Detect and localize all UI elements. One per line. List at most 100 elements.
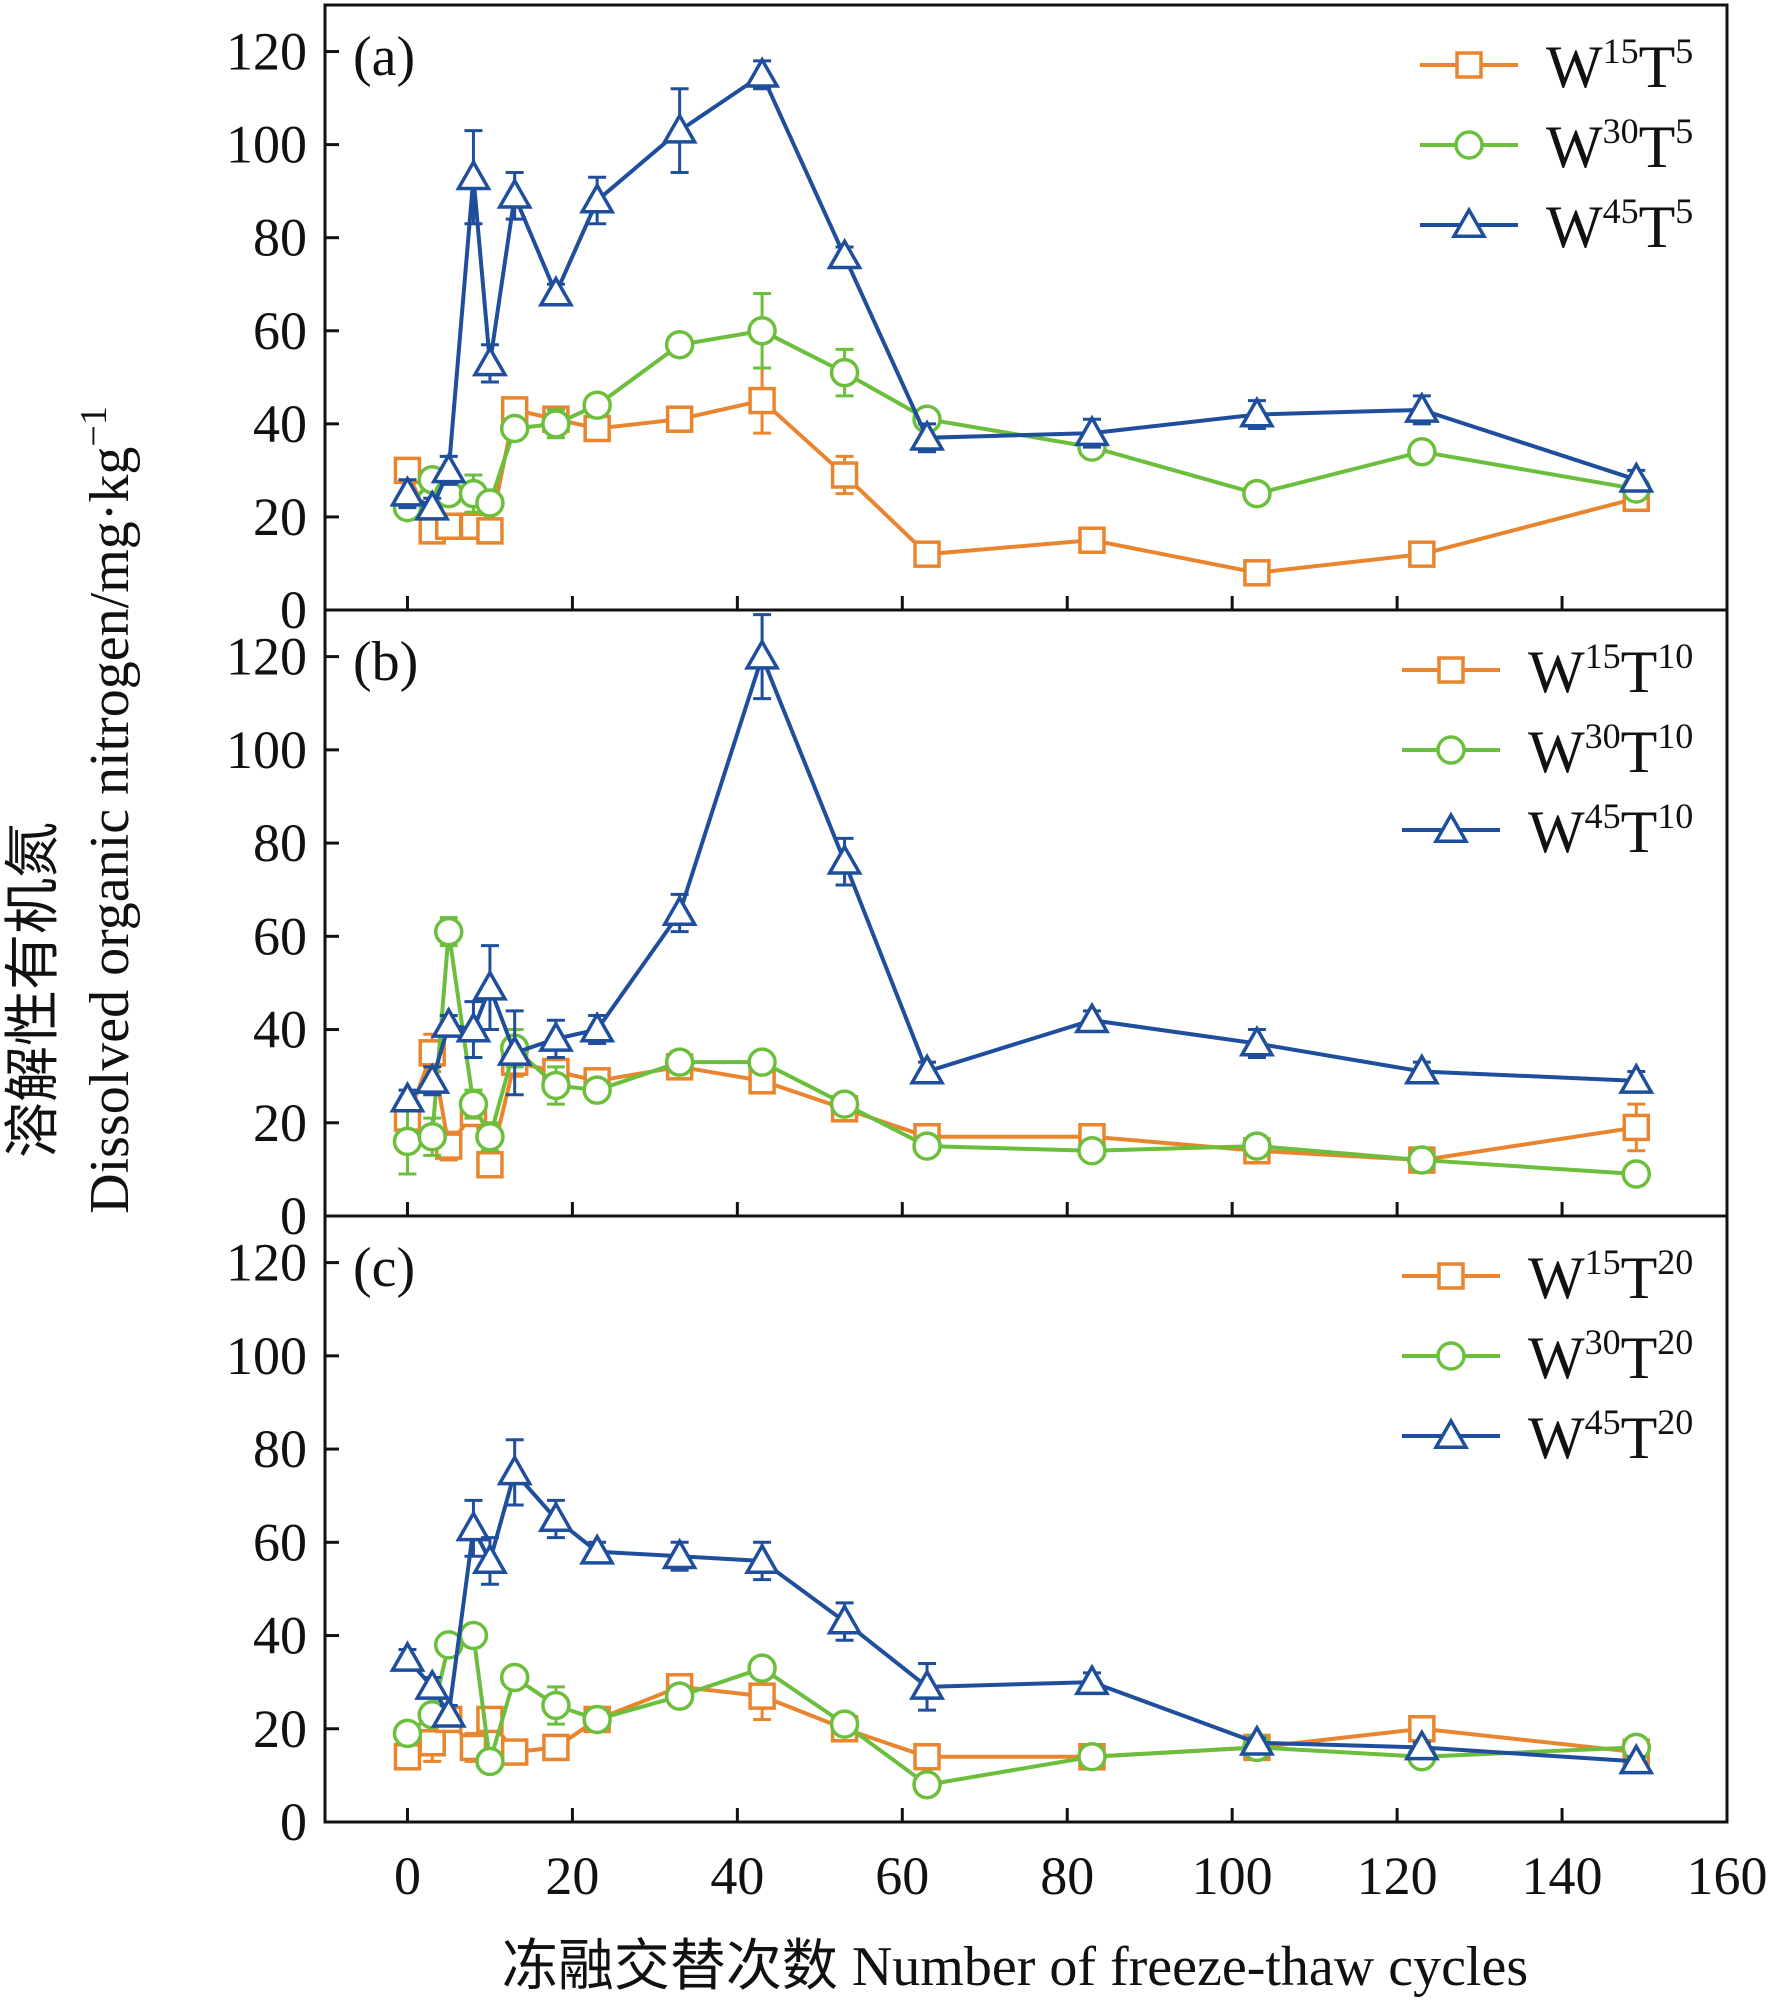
- series-45: [389, 1438, 1655, 1775]
- y-tick-label: 60: [253, 301, 307, 361]
- data-point-circle: [541, 1690, 571, 1721]
- data-point-triangle: [909, 1052, 946, 1085]
- data-point-circle: [582, 1075, 612, 1105]
- data-point-triangle: [909, 419, 946, 451]
- data-point-square: [500, 1738, 529, 1766]
- x-tick-label: 40: [710, 1846, 764, 1906]
- data-point-square: [542, 1733, 570, 1762]
- y-tick-label: 120: [226, 22, 307, 82]
- y-tick-label: 80: [253, 1419, 307, 1479]
- data-point-triangle: [1238, 396, 1275, 428]
- data-point-circle: [582, 1704, 612, 1735]
- data-point-triangle: [455, 1509, 492, 1542]
- data-point-triangle: [471, 344, 508, 377]
- data-point-circle: [582, 390, 612, 420]
- x-tick-label: 20: [545, 1846, 599, 1906]
- legend-superscript: 20: [1657, 1402, 1693, 1442]
- data-point-triangle: [1238, 1724, 1275, 1756]
- data-point-triangle: [496, 177, 533, 209]
- data-point-triangle: [661, 894, 698, 926]
- legend-superscript: 10: [1657, 636, 1693, 676]
- data-point-triangle: [744, 1542, 781, 1574]
- y-axis-title-en-main: Dissolved organic nitrogen/mg·kg: [79, 447, 141, 1214]
- data-point-triangle: [1238, 1024, 1275, 1057]
- series-30: [392, 916, 1652, 1189]
- data-point-square: [748, 1682, 776, 1710]
- y-tick-label: 40: [253, 1000, 307, 1060]
- legend-text-part: W: [1546, 114, 1603, 180]
- y-tick-label: 0: [280, 1186, 307, 1246]
- data-point-circle: [829, 1089, 860, 1119]
- y-tick-label: 120: [226, 1233, 307, 1293]
- data-point-circle: [1077, 1741, 1107, 1772]
- y-tick-label: 20: [253, 487, 307, 547]
- data-point-triangle: [430, 1696, 467, 1728]
- data-point-circle: [912, 1769, 942, 1800]
- legend-label: W45T20: [1528, 1402, 1693, 1471]
- data-point-circle: [664, 1681, 695, 1711]
- data-point-square: [665, 405, 694, 433]
- panel-frame: [323, 3, 1729, 612]
- data-point-circle: [475, 488, 505, 518]
- y-tick-label: 100: [226, 720, 307, 780]
- y-tick-label: 20: [253, 1699, 307, 1759]
- panel-2: 0 20 40 60 80 100 120 0 20 40 60 80 100 120 140 160 (c) W…: [226, 1214, 1768, 1906]
- x-tick-label: 160: [1687, 1846, 1768, 1906]
- y-tick-label: 80: [253, 813, 307, 873]
- panel-label: (a): [353, 26, 415, 88]
- legend-superscript: 15: [1585, 636, 1621, 676]
- data-point-circle: [392, 1126, 423, 1157]
- data-point-triangle: [414, 1062, 451, 1094]
- legend-superscript: 20: [1657, 1322, 1693, 1362]
- legend-superscript: 10: [1657, 796, 1693, 836]
- legend-label: W30T10: [1528, 716, 1693, 785]
- data-point-triangle: [496, 1034, 533, 1066]
- series-line: [407, 931, 1637, 1177]
- data-point-square: [476, 517, 504, 545]
- y-tick-label: 100: [226, 115, 307, 175]
- series-45: [389, 56, 1655, 521]
- data-point-square: [1408, 540, 1436, 568]
- data-point-triangle: [430, 451, 467, 484]
- panel-label: (b): [353, 631, 418, 693]
- data-point-triangle: [389, 1080, 426, 1113]
- y-tick-label: 60: [253, 906, 307, 966]
- data-point-triangle: [430, 1006, 467, 1038]
- data-point-circle: [1407, 1145, 1437, 1175]
- data-point-triangle: [1618, 461, 1655, 493]
- data-point-triangle: [414, 1668, 451, 1700]
- data-point-triangle: [471, 1542, 508, 1574]
- data-point-triangle: [1403, 1728, 1440, 1761]
- data-point-square: [830, 461, 859, 489]
- data-point-triangle: [455, 158, 492, 191]
- legend-marker-square: [1437, 1262, 1465, 1290]
- x-axis-title: 冻融交替次数 Number of freeze-thaw cycles: [502, 1936, 1528, 1998]
- y-tick-label: 40: [253, 394, 307, 454]
- data-point-circle: [433, 916, 464, 947]
- data-point-triangle: [1618, 1742, 1655, 1775]
- data-point-triangle: [496, 1453, 533, 1486]
- legend-label: W30T20: [1528, 1322, 1693, 1391]
- x-tick-label: 80: [1040, 1846, 1094, 1906]
- legend-text-part: T: [1639, 194, 1676, 260]
- data-point-square: [476, 1150, 504, 1179]
- legend-text-part: W: [1528, 1325, 1585, 1391]
- legend-marker-circle: [1436, 1341, 1466, 1371]
- series-30: [392, 1620, 1652, 1800]
- series-line: [406, 650, 1637, 1102]
- y-tick-label: 40: [253, 1606, 307, 1666]
- legend-text-part: T: [1639, 34, 1676, 100]
- data-point-triangle: [1403, 391, 1440, 423]
- data-point-triangle: [455, 1011, 492, 1043]
- series-15: [393, 1032, 1651, 1179]
- data-point-circle: [392, 1718, 423, 1749]
- data-point-square: [913, 1742, 941, 1771]
- data-point-triangle: [744, 56, 781, 88]
- data-point-circle: [747, 1653, 777, 1683]
- legend-text-part: W: [1546, 194, 1603, 260]
- y-tick-label: 0: [280, 1792, 307, 1852]
- panel-frame: [323, 1214, 1729, 1824]
- legend-superscript: 10: [1657, 716, 1693, 756]
